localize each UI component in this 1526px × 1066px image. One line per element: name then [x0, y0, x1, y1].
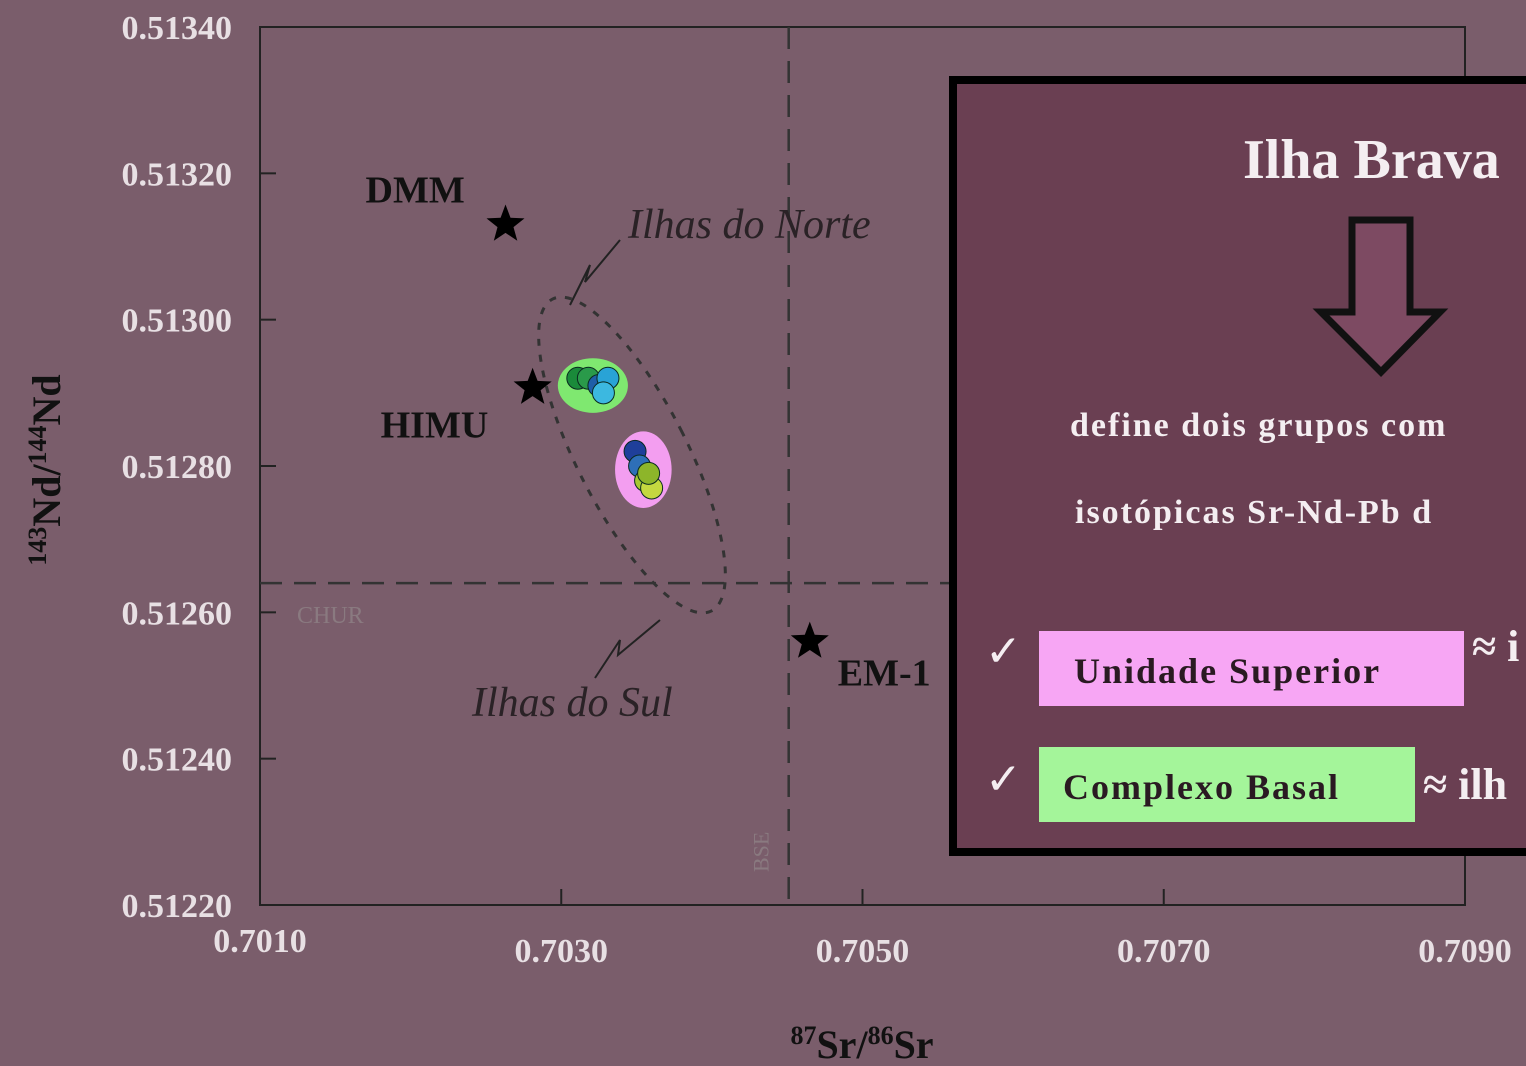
x-axis-label-part: 87 — [790, 1021, 816, 1050]
sample-point — [638, 462, 660, 484]
slide: 0.51220 0.51240 0.51260 0.51280 0.51300 0.513… — [0, 0, 1526, 1066]
y-tick-label: 0.51260 — [122, 595, 233, 632]
y-tick-label: 0.51300 — [122, 303, 233, 340]
panel-box — [953, 80, 1526, 852]
annotation: Ilhas do Sul — [471, 680, 673, 726]
x-tick-label: 0.7010 — [213, 923, 307, 960]
item-tail: ≈ ilh — [1423, 760, 1507, 809]
info-panel: Ilha Brava define dois grupos com isotópic… — [953, 80, 1526, 852]
panel-text: define dois grupos com — [1070, 407, 1447, 444]
y-tick-label: 0.51240 — [122, 742, 233, 779]
x-tick-label: 0.7050 — [816, 933, 910, 970]
panel-text: isotópicas Sr-Nd-Pb d — [1075, 494, 1433, 531]
y-tick-label: 0.51320 — [122, 156, 233, 193]
y-tick-label: 0.51280 — [122, 449, 233, 486]
check-mark: ✓ — [985, 754, 1022, 805]
y-axis-label-part: 144 — [23, 425, 52, 464]
chur-label: CHUR — [297, 603, 364, 629]
x-tick-label: 0.7070 — [1117, 933, 1211, 970]
endmember-label: EM-1 — [838, 653, 931, 695]
x-tick-label: 0.7030 — [515, 933, 609, 970]
annotation: Ilhas do Norte — [627, 202, 871, 248]
y-tick-label: 0.51340 — [122, 10, 233, 47]
x-axis-label-part: 86 — [868, 1021, 894, 1050]
y-axis-label-part: 143 — [23, 527, 52, 566]
endmember-label: DMM — [366, 170, 465, 212]
item-label: Complexo Basal — [1063, 767, 1340, 807]
item-label: Unidade Superior — [1074, 651, 1381, 691]
x-tick-label: 0.7090 — [1418, 933, 1512, 970]
y-tick-label: 0.51220 — [122, 888, 233, 925]
endmember-label: HIMU — [381, 405, 489, 447]
sample-point — [592, 382, 614, 404]
check-mark: ✓ — [985, 626, 1022, 677]
bse-label: BSE — [749, 832, 774, 872]
y-axis-label-part: Nd — [24, 374, 69, 425]
x-axis-label-part: Sr — [894, 1022, 934, 1066]
item-tail: ≈ i — [1472, 622, 1519, 671]
x-axis-label-part: Sr/ — [816, 1022, 868, 1066]
panel-title: Ilha Brava — [1243, 129, 1500, 191]
y-axis-label-part: Nd/ — [24, 464, 69, 527]
